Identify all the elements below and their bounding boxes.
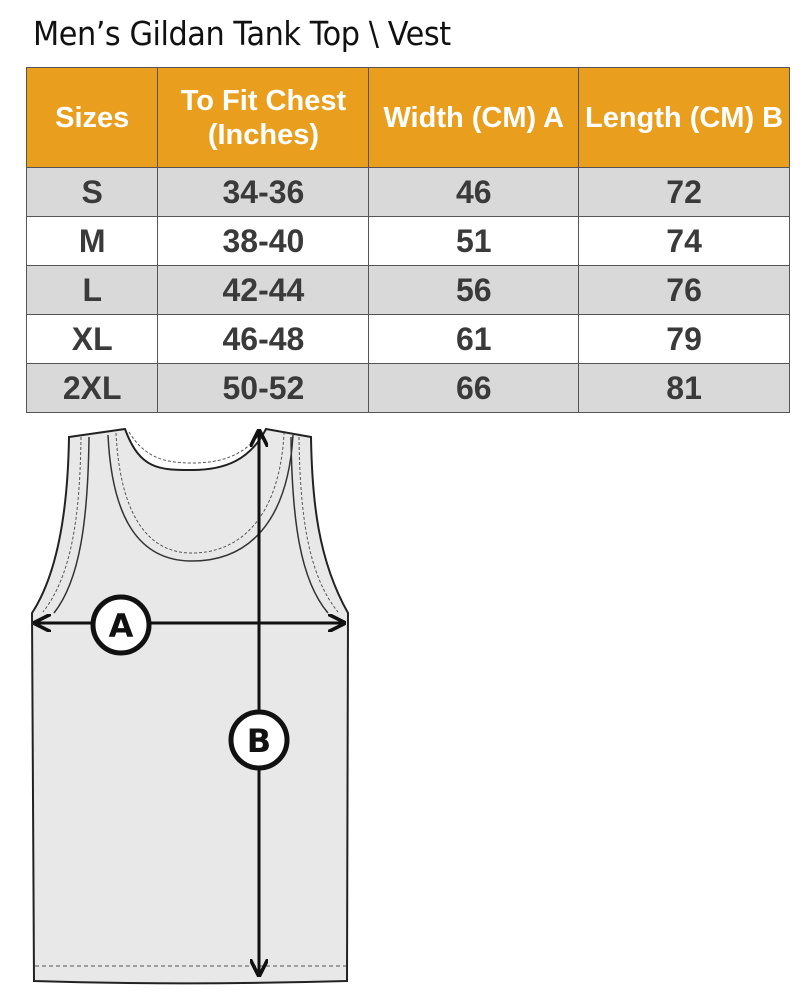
cell: 2XL xyxy=(25,363,159,413)
cell: XL xyxy=(25,314,159,364)
cell: 61 xyxy=(368,314,580,364)
header-length: Length (CM) B xyxy=(578,67,790,168)
header-chest: To Fit Chest (Inches) xyxy=(157,67,370,168)
label-a: A xyxy=(109,607,134,645)
cell: 79 xyxy=(578,314,790,364)
cell: 46 xyxy=(368,167,580,217)
neckline-band xyxy=(107,434,294,562)
cell: 56 xyxy=(368,265,580,315)
cell: 66 xyxy=(368,363,580,413)
cell: 42-44 xyxy=(157,265,370,315)
table-row: 2XL 50-52 66 81 xyxy=(25,363,790,413)
left-armhole-band xyxy=(53,436,90,614)
table-row: L 42-44 56 76 xyxy=(25,265,790,315)
cell: 51 xyxy=(368,216,580,266)
cell: 81 xyxy=(578,363,790,413)
cell: 76 xyxy=(578,265,790,315)
cell: 46-48 xyxy=(157,314,370,364)
cell: M xyxy=(25,216,159,266)
cell: 72 xyxy=(578,167,790,217)
garment-outline xyxy=(30,427,350,985)
label-b: B xyxy=(247,722,271,760)
right-armhole-band xyxy=(290,436,329,614)
table-row: M 38-40 51 74 xyxy=(25,216,790,266)
cell: 38-40 xyxy=(157,216,370,266)
header-sizes: Sizes xyxy=(25,67,159,168)
cell: 74 xyxy=(578,216,790,266)
cell: 50-52 xyxy=(157,363,370,413)
header-width: Width (CM) A xyxy=(368,67,580,168)
cell: S xyxy=(25,167,159,217)
table-row: XL 46-48 61 79 xyxy=(25,314,790,364)
header-row: Sizes To Fit Chest (Inches) Width (CM) A… xyxy=(25,67,790,168)
chart-title: Men’s Gildan Tank Top \ Vest xyxy=(33,14,451,53)
label-b-circle xyxy=(228,709,290,771)
size-table: Sizes To Fit Chest (Inches) Width (CM) A… xyxy=(25,67,790,413)
label-a-circle xyxy=(90,594,152,656)
